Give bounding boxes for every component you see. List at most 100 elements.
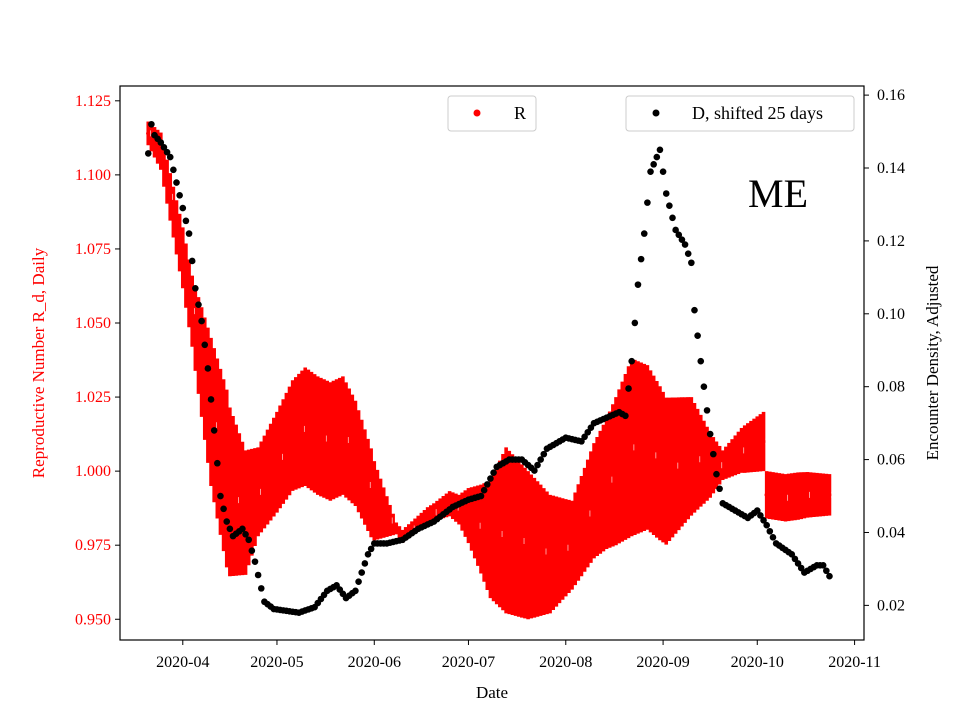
- d-point: [144, 150, 152, 157]
- r-point: [155, 144, 160, 149]
- d-series-layer: [144, 120, 833, 616]
- y-axis-right-title: Encounter Density, Adjusted: [923, 265, 942, 460]
- r-point: [481, 530, 487, 535]
- d-point: [239, 525, 246, 533]
- r-point: [164, 179, 170, 184]
- d-point: [669, 214, 676, 222]
- d-point: [684, 250, 692, 257]
- d-point: [480, 486, 488, 494]
- r-point: [249, 500, 255, 505]
- r-point: [394, 526, 399, 531]
- d-point: [170, 166, 177, 174]
- legend-r-marker: [473, 109, 481, 117]
- r-point: [299, 426, 305, 432]
- r-point: [180, 255, 185, 261]
- r-point: [381, 510, 386, 515]
- r-point: [259, 484, 264, 490]
- y-right-tick-label: 0.08: [877, 379, 905, 396]
- r-point: [268, 469, 273, 475]
- r-point: [585, 511, 590, 516]
- r-point: [350, 446, 355, 452]
- legend-d-label: D, shifted 25 days: [692, 103, 823, 123]
- legend-r-label: R: [514, 103, 526, 123]
- d-point: [242, 531, 249, 538]
- r-point: [616, 464, 622, 469]
- r-point: [645, 445, 650, 450]
- r-point: [255, 489, 261, 495]
- y-right-tick-label: 0.10: [877, 306, 905, 323]
- d-point: [251, 558, 259, 565]
- r-point: [262, 479, 267, 485]
- y-left-tick-label: 0.950: [75, 611, 111, 628]
- d-point: [220, 505, 227, 513]
- d-point: [248, 547, 256, 555]
- y-left-tick-label: 1.025: [75, 389, 111, 406]
- d-point: [534, 461, 541, 469]
- d-point: [204, 365, 212, 372]
- r-point: [177, 240, 182, 245]
- d-point: [148, 120, 155, 128]
- d-point: [217, 492, 224, 500]
- r-point: [306, 426, 311, 432]
- y-left-tick-label: 1.125: [75, 93, 111, 110]
- d-point: [157, 139, 165, 146]
- r-point: [503, 528, 509, 533]
- r-point: [576, 530, 581, 535]
- panel-label: ME: [748, 171, 808, 216]
- d-point: [631, 319, 639, 327]
- x-axis-title: Date: [476, 683, 508, 702]
- r-point: [365, 482, 371, 488]
- r-point: [623, 454, 628, 460]
- r-point: [463, 511, 468, 516]
- r-point: [579, 523, 584, 529]
- legend-d-box: [625, 95, 855, 132]
- d-point: [656, 146, 664, 154]
- r-point: [459, 509, 465, 514]
- x-tick-label: 2020-07: [442, 654, 495, 671]
- d-point: [176, 192, 183, 199]
- d-point: [681, 241, 689, 248]
- r-point: [657, 461, 663, 466]
- d-point: [823, 567, 830, 575]
- legend-r-box: [447, 95, 537, 132]
- d-point: [672, 226, 679, 234]
- r-point: [196, 343, 201, 348]
- r-point: [648, 449, 653, 454]
- r-point: [356, 459, 361, 464]
- r-point: [635, 445, 641, 450]
- r-point: [594, 494, 600, 499]
- r-point: [186, 291, 192, 296]
- r-point: [290, 433, 295, 438]
- r-point: [814, 492, 820, 498]
- r-point: [510, 532, 515, 537]
- d-point: [195, 301, 202, 308]
- legend-r: R: [447, 95, 537, 132]
- x-tick-label: 2020-11: [828, 654, 881, 671]
- legend-d: D, shifted 25 days: [625, 95, 855, 132]
- d-point: [185, 230, 193, 237]
- d-point: [826, 572, 833, 580]
- r-point: [598, 490, 603, 495]
- d-point: [637, 255, 645, 263]
- r-point: [296, 428, 302, 434]
- r-point: [707, 463, 713, 468]
- d-point: [201, 341, 209, 349]
- r-point: [620, 459, 625, 464]
- r-point: [827, 492, 832, 498]
- r-point: [368, 490, 374, 496]
- x-tick-label: 2020-05: [250, 654, 303, 671]
- d-point: [716, 485, 723, 493]
- r-point: [726, 458, 732, 463]
- y-axis-right: 0.02 0.04 0.06 0.08 0.10 0.12 0.14 0.16: [864, 87, 905, 614]
- r-point: [174, 225, 179, 230]
- y-left-tick-label: 1.075: [75, 241, 111, 258]
- d-point: [192, 284, 199, 292]
- r-point: [372, 498, 377, 503]
- r-point: [202, 376, 207, 381]
- d-point: [355, 578, 362, 585]
- r-point: [516, 536, 521, 542]
- r-point: [601, 485, 606, 491]
- r-point: [519, 538, 525, 544]
- r-point: [723, 460, 729, 465]
- r-point: [205, 393, 211, 398]
